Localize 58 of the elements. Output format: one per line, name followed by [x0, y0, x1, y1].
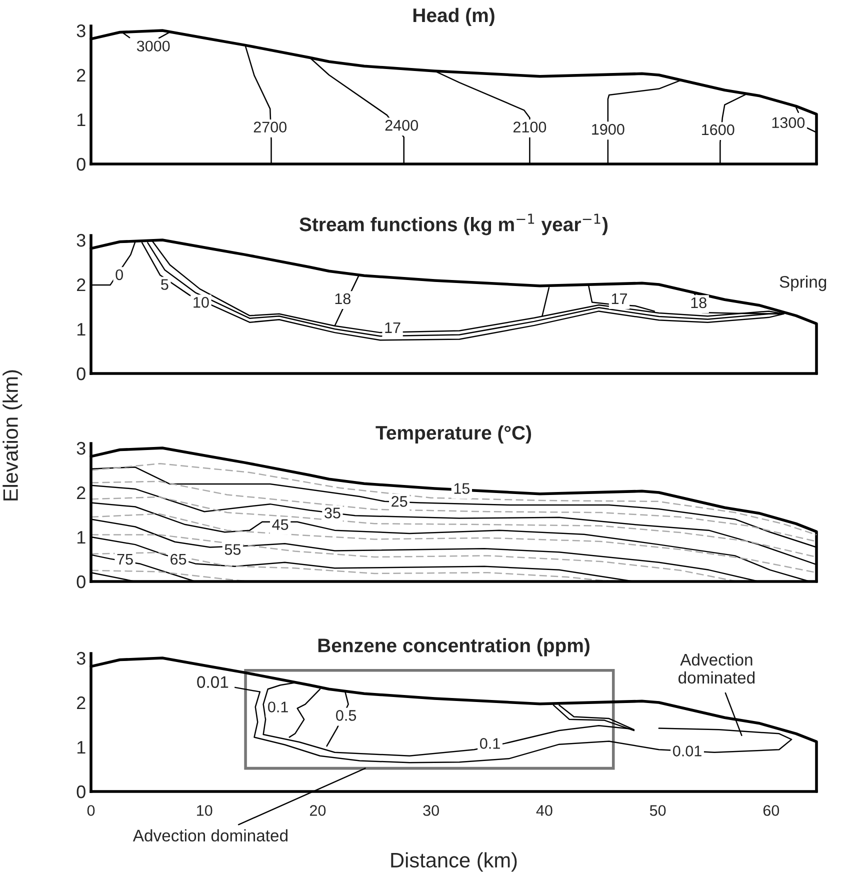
y-tick-label: 2 [77, 68, 86, 82]
annotation: Spring [780, 276, 826, 292]
annotation: 15 [454, 483, 470, 494]
annotation: 0.5 [336, 710, 356, 721]
annotation: 10 [194, 296, 209, 308]
x-tick-label: 20 [310, 805, 326, 816]
y-tick-label: 1 [77, 741, 86, 754]
y-tick-label: 2 [77, 486, 86, 500]
annotation: 0 [116, 269, 123, 280]
chart-title: Head (m) [413, 8, 494, 26]
annotation: 35 [324, 508, 340, 518]
chart-title: Temperature (°C) [376, 425, 532, 444]
annotation: 18 [335, 293, 350, 304]
annotation: 1600 [702, 124, 734, 136]
annotation: 0.1 [268, 702, 288, 712]
annotation: 25 [392, 496, 408, 507]
y-tick-label: 1 [77, 531, 86, 544]
annotation: 17 [612, 294, 627, 304]
x-axis-title: Distance (km) [391, 852, 517, 872]
x-tick-label: 40 [536, 805, 552, 816]
annotation: 65 [170, 554, 186, 565]
annotation: 2700 [254, 122, 287, 132]
chart-title: Benzene concentration (ppm) [318, 638, 590, 656]
annotation: 18 [691, 297, 706, 308]
x-tick-label: 0 [87, 805, 95, 816]
annotation: Advection dominated [678, 653, 755, 684]
y-axis-title: Elevation (km) [2, 370, 22, 500]
annotation: 0.01 [197, 676, 228, 688]
annotation: 1300 [772, 117, 805, 128]
x-tick-label: 30 [423, 805, 439, 816]
y-tick-label: 2 [77, 278, 86, 292]
y-tick-label: 3 [76, 442, 86, 455]
y-tick-label: 3 [76, 24, 86, 38]
y-tick-label: 0 [76, 158, 86, 171]
y-tick-label: 3 [76, 234, 86, 247]
y-tick-label: 0 [76, 367, 86, 380]
x-tick-label: 50 [650, 805, 666, 816]
y-tick-label: 2 [77, 696, 86, 710]
x-tick-label: 10 [197, 805, 212, 816]
annotation: 45 [272, 519, 288, 530]
annotation: 1900 [592, 124, 624, 135]
annotation: 17 [385, 322, 400, 333]
text: Advection dominated [132, 829, 288, 842]
y-tick-label: 0 [76, 785, 86, 798]
annotation: 0.1 [480, 738, 500, 749]
annotation: 2100 [513, 122, 546, 132]
chart-title: Stream functions (kg m$^{−1}$ year$^{−1}$) [300, 214, 608, 236]
x-tick-label: 60 [763, 805, 780, 816]
annotation: 0.01 [673, 746, 702, 756]
annotation: 3000 [136, 40, 170, 52]
annotation: 55 [224, 544, 241, 555]
y-tick-label: 0 [76, 575, 86, 588]
y-tick-label: 1 [77, 114, 86, 126]
annotation: 5 [161, 279, 168, 290]
annotation: 2400 [385, 120, 418, 131]
annotation: 75 [117, 554, 133, 565]
y-tick-label: 3 [76, 652, 86, 665]
y-tick-label: 1 [77, 323, 86, 336]
